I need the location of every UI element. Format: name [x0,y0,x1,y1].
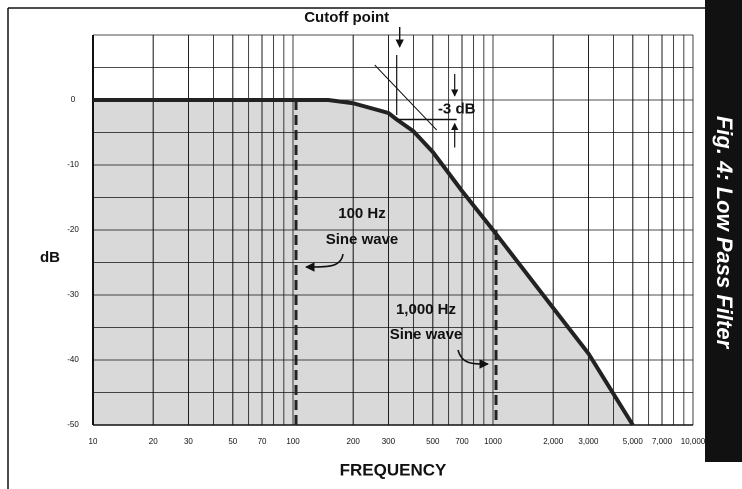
line [93,98,635,427]
y-tick-label: -50 [67,420,79,429]
marker-label: Sine wave [326,231,399,248]
y-axis-label: dB [40,249,60,266]
x-tick-label: 10 [89,437,98,446]
chart-title: Fig. 4: Low Pass Filter [712,116,737,350]
marker-label: Sine wave [390,326,463,343]
x-tick-label: 200 [347,437,361,446]
x-tick-label: 100 [286,437,300,446]
marker-arrow [457,349,489,369]
marker-arrow [305,253,344,272]
title-band [705,0,742,462]
x-tick-label: 300 [382,437,396,446]
x-tick-label: 1000 [484,437,502,446]
x-tick-label: 2,000 [543,437,564,446]
y-tick-label: -20 [67,225,79,234]
y-tick-label: -10 [67,160,79,169]
x-tick-label: 70 [258,437,267,446]
y-tick-label: -30 [67,290,79,299]
y-tick-label: 0 [71,95,76,104]
cutoff-label: Cutoff point [304,9,389,26]
x-tick-label: 30 [184,437,193,446]
y-tick-label: -40 [67,355,79,364]
x-tick-label: 3,000 [578,437,599,446]
x-tick-label: 700 [455,437,469,446]
drop-label: -3 dB [438,100,476,117]
marker-label: 1,000 Hz [396,301,456,318]
x-tick-label: 5,000 [623,437,644,446]
marker-label: 100 Hz [338,205,386,222]
x-tick-label: 20 [149,437,158,446]
x-tick-label: 7,000 [652,437,673,446]
x-tick-label: 10,000 [681,437,706,446]
x-axis-label: FREQUENCY [340,460,447,479]
x-tick-label: 50 [228,437,237,446]
x-tick-label: 500 [426,437,440,446]
